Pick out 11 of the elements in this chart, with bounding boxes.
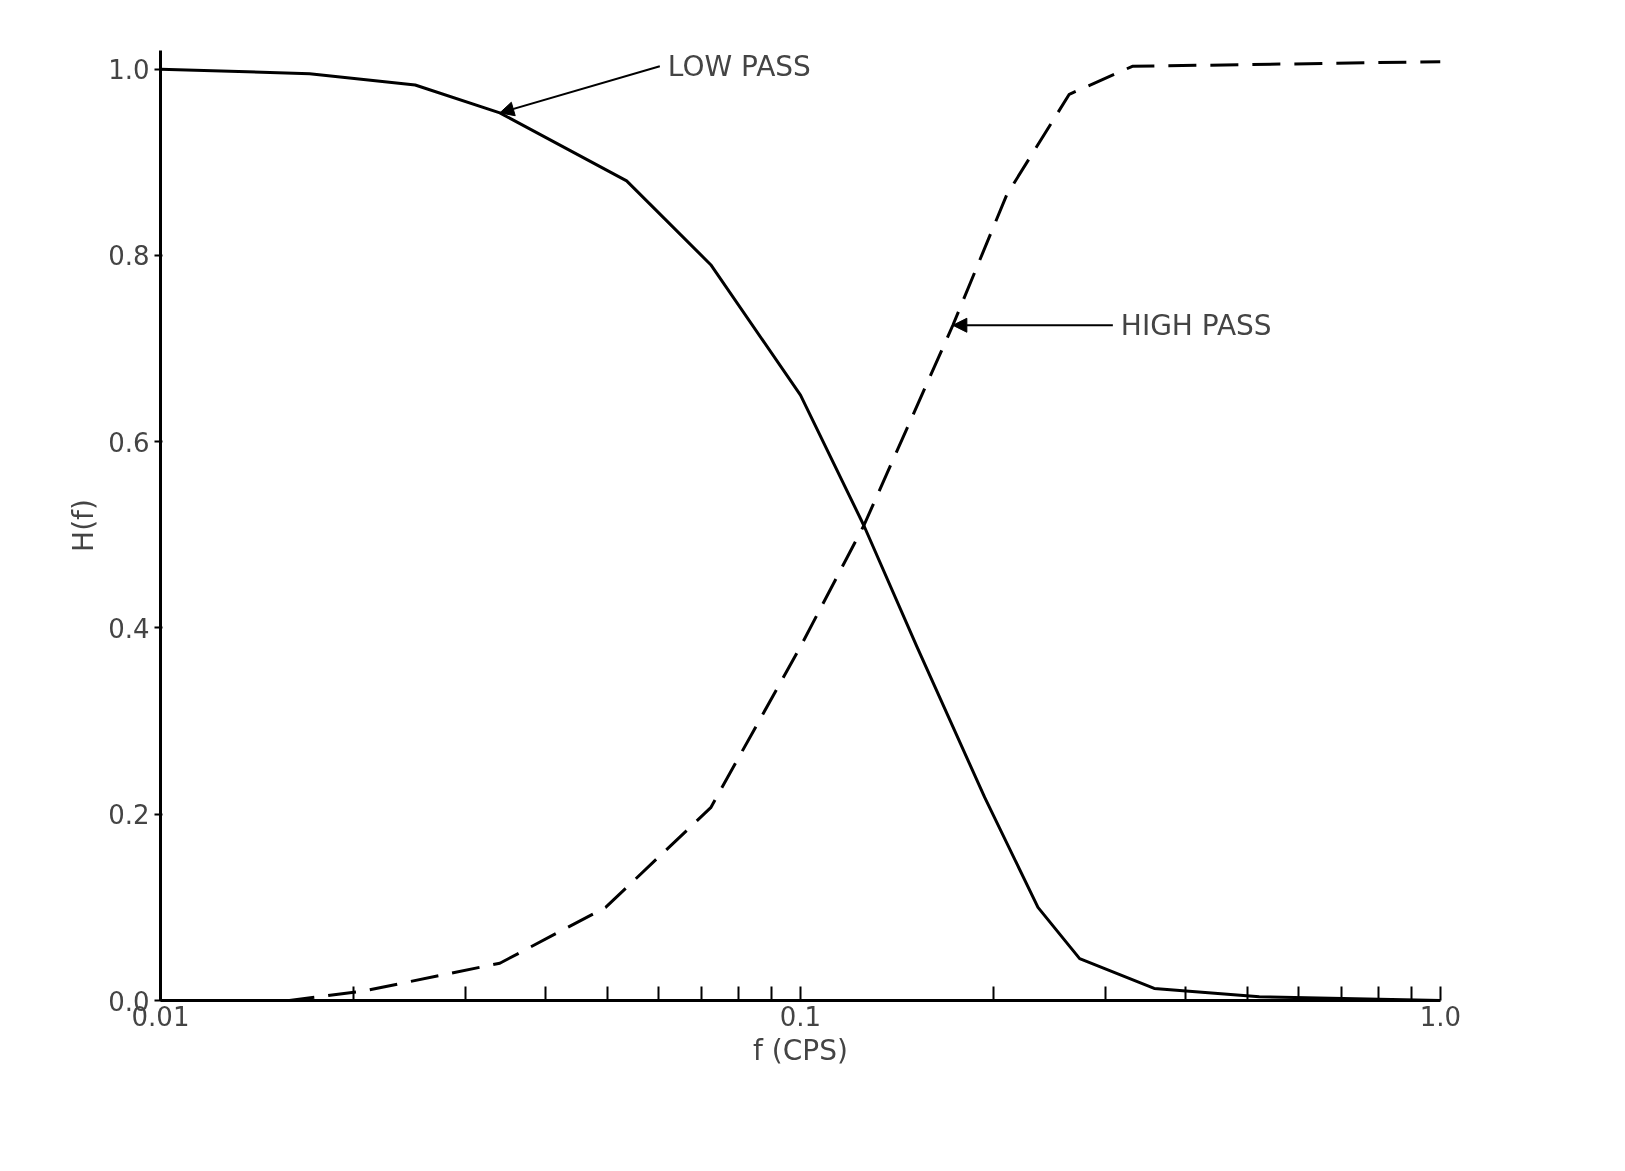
y-tick-label: 0.8 (108, 241, 150, 272)
x-tick-label: 1.0 (1419, 1001, 1462, 1032)
y-tick-label: 0.2 (108, 800, 150, 831)
y-tick-label: 1.0 (108, 55, 150, 86)
annotation: HIGH PASS (1120, 308, 1272, 342)
x-tick-label: 0.1 (779, 1001, 822, 1032)
y-tick-label: 0.6 (108, 427, 150, 458)
y-axis-title: H(f) (67, 499, 101, 552)
x-axis-title: f (CPS) (753, 1033, 848, 1067)
annotation: LOW PASS (667, 49, 811, 83)
y-tick-label: 0.4 (108, 613, 150, 644)
